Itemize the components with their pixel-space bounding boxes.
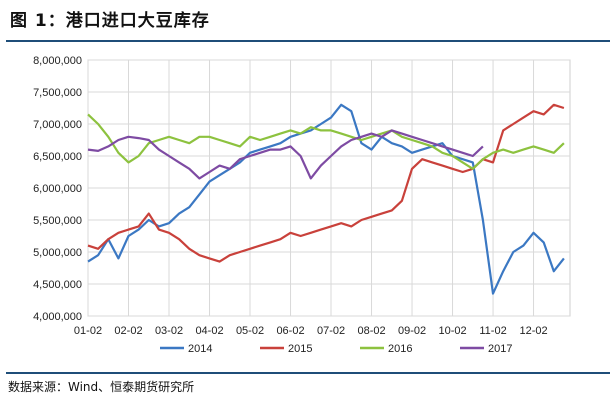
series-line-2016 <box>87 113 565 170</box>
x-axis-ticks: 01-02 02-02 03-02 04-02 05-02 06-02 07-02 08-02… <box>74 325 548 337</box>
legend-label-2016: 2016 <box>388 343 412 355</box>
figure-title: 图 1：港口进口大豆库存 <box>10 11 210 31</box>
y-tick-label: 8,000,000 <box>33 55 82 67</box>
y-tick-label: 4,000,000 <box>33 311 82 323</box>
legend: 2014 2015 2016 2017 <box>160 343 512 355</box>
source-note: 数据来源：Wind、恒泰期货研究所 <box>8 380 195 394</box>
title-rule <box>6 40 610 42</box>
legend-label-2017: 2017 <box>488 343 512 355</box>
x-tick-label: 04-02 <box>195 325 223 337</box>
series-line-2014 <box>87 103 565 295</box>
y-tick-label: 5,500,000 <box>33 215 82 227</box>
x-tick-label: 09-02 <box>398 325 426 337</box>
y-axis-ticks: 4,000,000 4,500,000 5,000,000 5,500,000 6,00… <box>33 55 82 323</box>
x-tick-label: 01-02 <box>74 325 102 337</box>
y-tick-label: 4,500,000 <box>33 279 82 291</box>
x-tick-label: 12-02 <box>519 325 547 337</box>
series-line-2015 <box>87 103 565 263</box>
x-tick-label: 03-02 <box>155 325 183 337</box>
source-rule <box>6 372 610 374</box>
y-tick-label: 5,000,000 <box>33 247 82 259</box>
x-tick-label: 08-02 <box>357 325 385 337</box>
legend-label-2015: 2015 <box>288 343 312 355</box>
y-tick-label: 6,500,000 <box>33 151 82 163</box>
grid-lines <box>87 59 570 317</box>
y-tick-label: 7,500,000 <box>33 87 82 99</box>
line-chart: 4,000,000 4,500,000 5,000,000 5,500,000 6,00… <box>33 55 571 355</box>
series-line-2017 <box>87 129 484 180</box>
y-tick-label: 7,000,000 <box>33 119 82 131</box>
x-tick-label: 05-02 <box>236 325 264 337</box>
x-tick-label: 07-02 <box>317 325 345 337</box>
x-tick-label: 11-02 <box>479 325 506 337</box>
legend-label-2014: 2014 <box>188 343 212 355</box>
y-tick-label: 6,000,000 <box>33 183 82 195</box>
x-tick-label: 02-02 <box>114 325 142 337</box>
series-lines <box>87 103 565 295</box>
x-tick-label: 06-02 <box>276 325 304 337</box>
x-tick-label: 10-02 <box>438 325 466 337</box>
